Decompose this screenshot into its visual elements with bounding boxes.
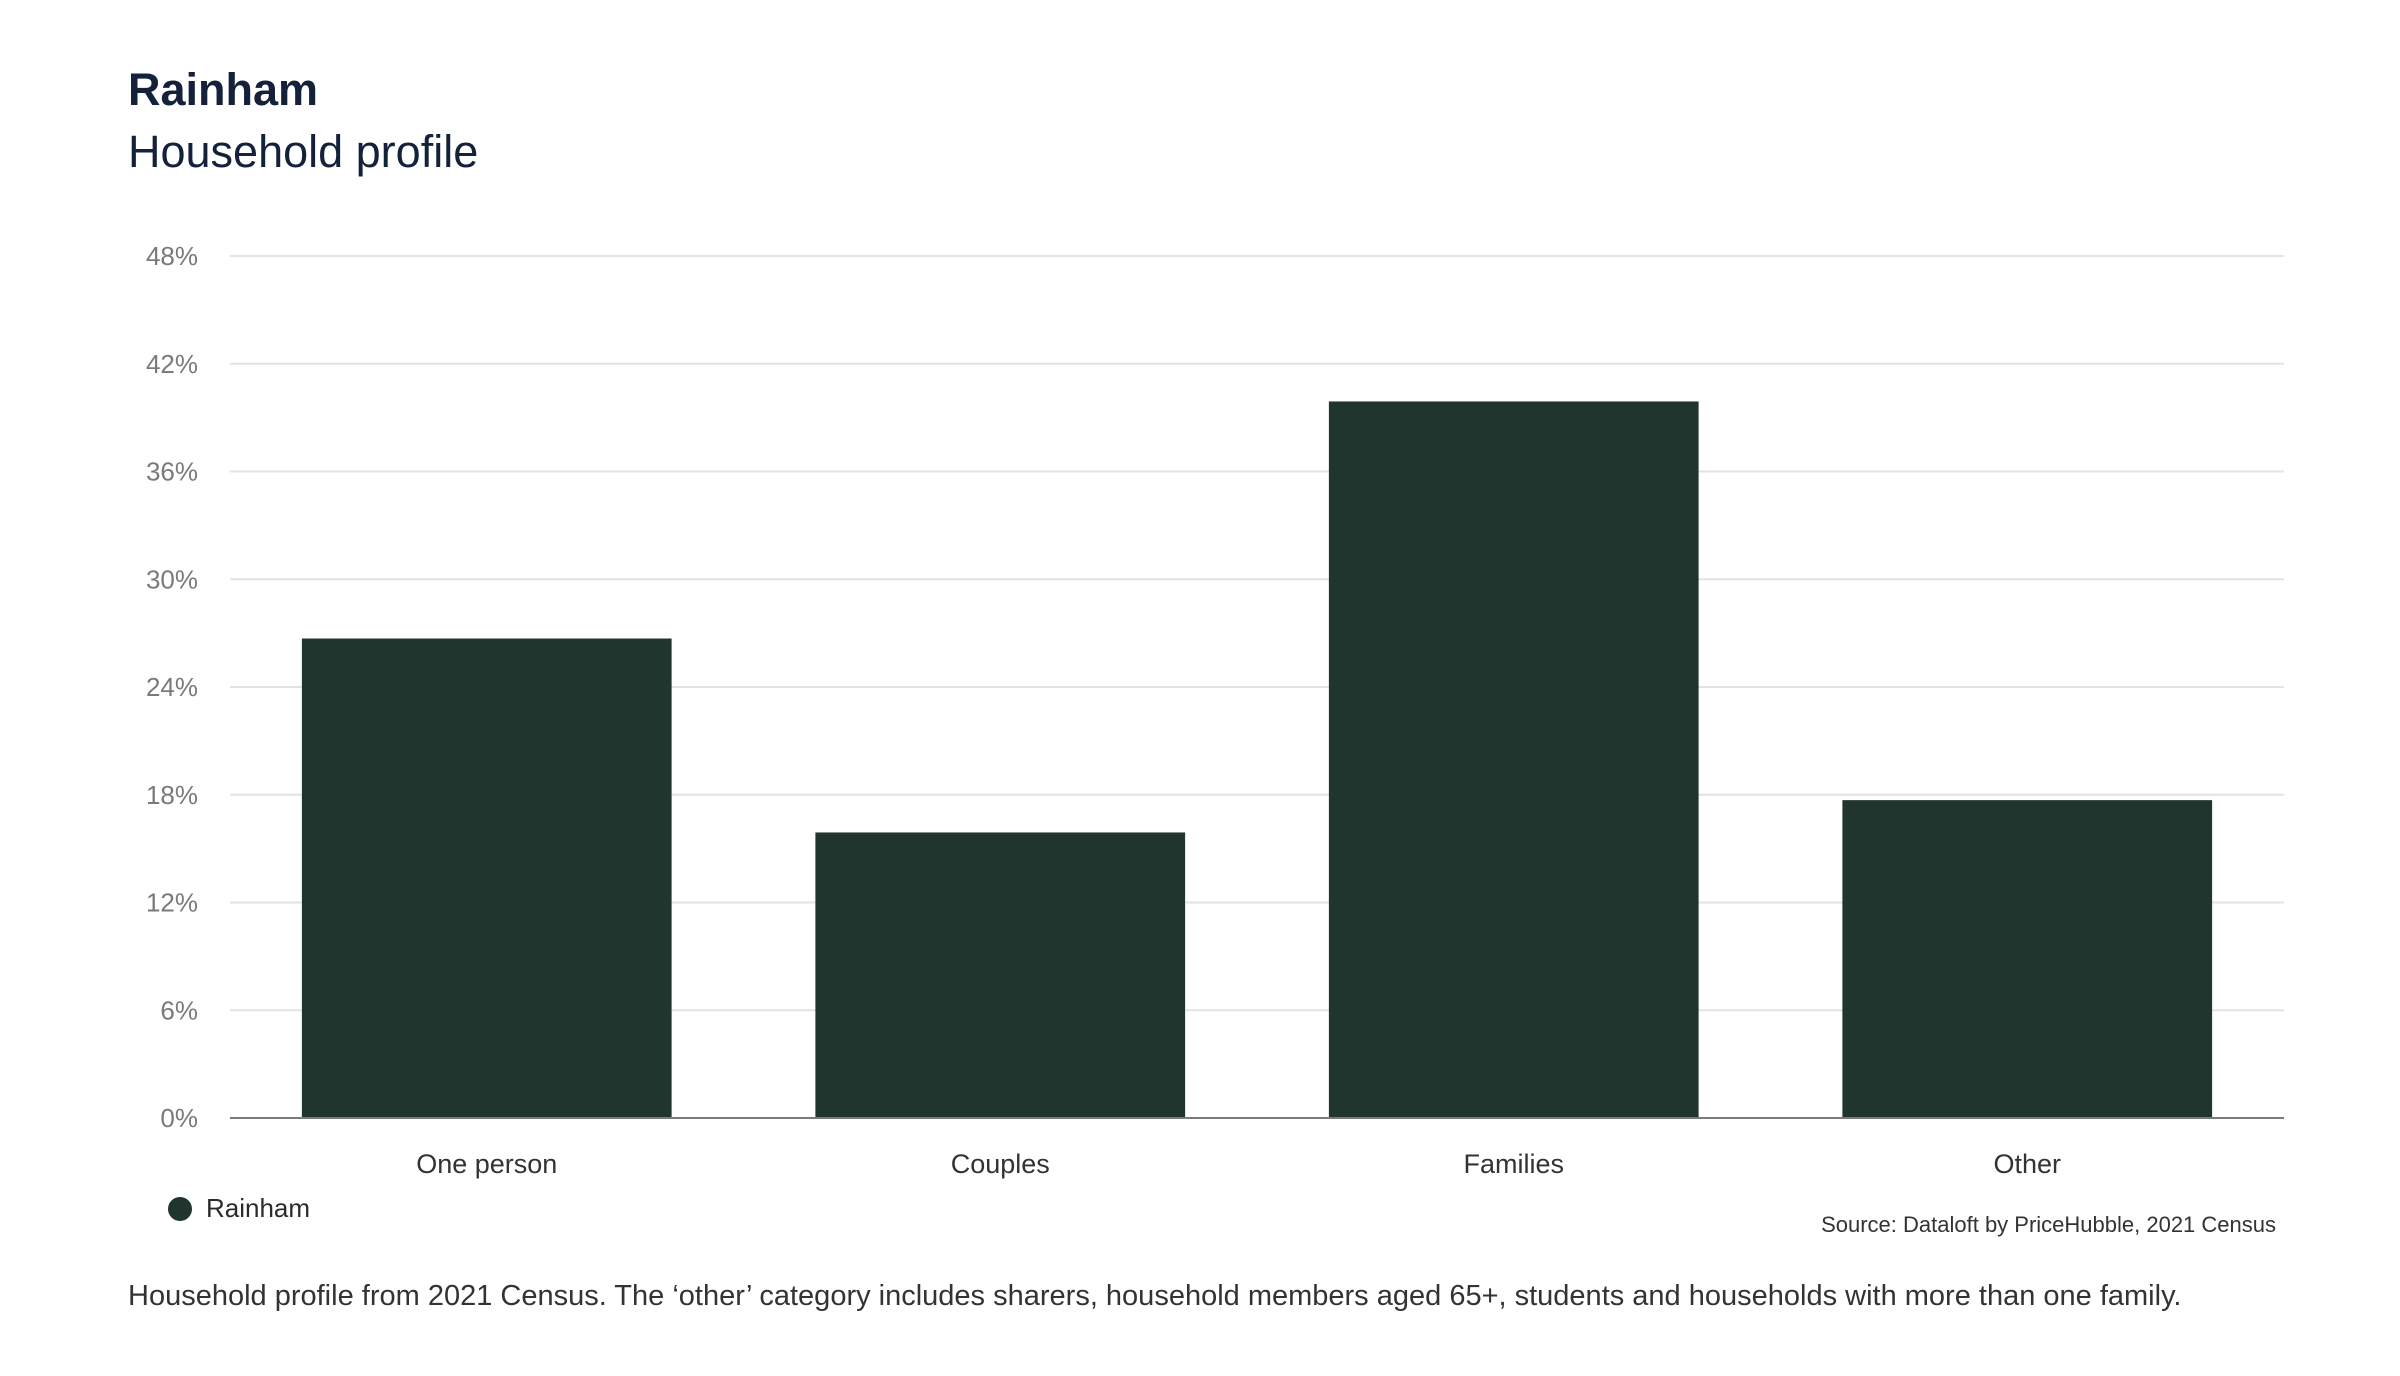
bars [301,401,2213,1118]
y-tick-label: 48% [146,241,198,271]
x-category-label: Other [1993,1149,2061,1179]
gridlines [230,255,2284,1012]
bar-one-person [301,638,672,1118]
y-tick-label: 12% [146,888,198,918]
y-tick-label: 42% [146,349,198,379]
bar-other [1842,800,2213,1118]
legend: Rainham [168,1193,310,1224]
source-note: Source: Dataloft by PriceHubble, 2021 Ce… [1821,1212,2276,1237]
footnote: Household profile from 2021 Census. The … [128,1280,2182,1312]
x-category-label: Families [1463,1149,1564,1179]
x-category-label: Couples [951,1149,1050,1179]
y-tick-label: 30% [146,564,198,594]
legend-label: Rainham [206,1193,311,1223]
x-category-label: One person [416,1149,557,1179]
x-axis-labels: One person Couples Families Other [416,1149,2061,1179]
y-axis-ticks: 0% 6% 12% 18% 24% 30% 36% 42% 48% [146,241,198,1133]
y-tick-label: 24% [146,672,198,702]
y-tick-label: 18% [146,780,198,810]
circle-legend-swatch-icon [168,1196,192,1221]
y-tick-label: 6% [160,995,198,1025]
chart-subtitle: Household profile [128,126,479,177]
bar-couples [815,832,1186,1118]
y-tick-label: 36% [146,457,198,487]
y-tick-label: 0% [160,1103,198,1133]
bar-families [1328,401,1699,1118]
chart-title: Rainham [128,64,319,115]
